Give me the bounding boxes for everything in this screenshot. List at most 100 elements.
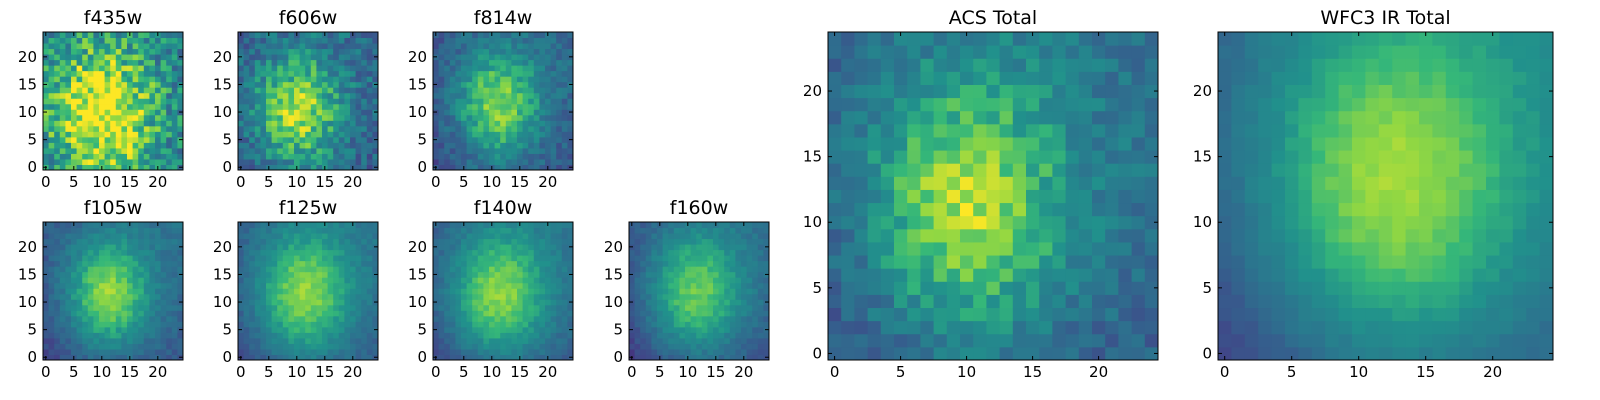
heatmap-cell <box>1012 163 1027 177</box>
heatmap-cell <box>477 70 484 77</box>
heatmap-cell <box>132 131 139 138</box>
heatmap-cell <box>752 299 759 306</box>
heatmap-cell <box>455 43 462 50</box>
heatmap-cell <box>65 304 72 311</box>
heatmap-cell <box>160 32 167 39</box>
heatmap-cell <box>294 158 301 165</box>
heatmap-cell <box>494 310 501 317</box>
heatmap-cell <box>282 164 289 171</box>
heatmap-cell <box>567 304 574 311</box>
heatmap-cell <box>679 238 686 245</box>
heatmap-cell <box>528 354 535 361</box>
heatmap-cell <box>322 337 329 344</box>
heatmap-cell <box>254 315 261 322</box>
heatmap-cell <box>299 109 306 116</box>
heatmap-cell <box>960 176 974 190</box>
heatmap-cell <box>461 125 468 132</box>
heatmap-cell <box>121 282 128 289</box>
heatmap-cell <box>132 109 139 116</box>
heatmap-cell <box>528 54 535 61</box>
heatmap-cell <box>444 120 451 127</box>
heatmap-cell <box>522 249 529 256</box>
heatmap-cell <box>449 354 456 361</box>
heatmap-cell <box>511 32 518 39</box>
heatmap-cell <box>327 288 334 295</box>
heatmap-cell <box>282 92 289 99</box>
heatmap-cell <box>238 310 245 317</box>
heatmap-cell <box>249 59 256 66</box>
heatmap-cell <box>65 131 72 138</box>
heatmap-cell <box>316 136 323 143</box>
heatmap-cell <box>149 277 156 284</box>
heatmap-cell <box>946 163 961 177</box>
heatmap-cell <box>243 103 250 110</box>
heatmap-cell <box>477 299 484 306</box>
heatmap-cell <box>455 277 462 284</box>
heatmap-cell <box>299 120 306 127</box>
heatmap-cell <box>299 153 306 160</box>
heatmap-cell <box>260 120 267 127</box>
heatmap-cell <box>260 158 267 165</box>
heatmap-cell <box>316 348 323 355</box>
heatmap-cell <box>299 255 306 262</box>
heatmap-cell <box>138 147 145 154</box>
heatmap-cell <box>494 244 501 251</box>
heatmap-cell <box>82 326 89 333</box>
heatmap-cell <box>344 343 351 350</box>
heatmap-cell <box>138 293 145 300</box>
heatmap-cell <box>104 332 111 339</box>
heatmap-cell <box>350 282 357 289</box>
heatmap-cell <box>696 343 703 350</box>
heatmap-cell <box>757 321 764 328</box>
heatmap-cell <box>310 120 317 127</box>
heatmap-cell <box>266 65 273 72</box>
heatmap-cell <box>305 48 312 55</box>
heatmap-cell <box>361 343 368 350</box>
heatmap-cell <box>561 354 568 361</box>
x-tick-label: 20 <box>538 363 557 381</box>
heatmap-cell <box>76 271 83 278</box>
x-tick-label: 10 <box>92 363 111 381</box>
heatmap-cell <box>333 271 340 278</box>
heatmap-cell <box>533 310 540 317</box>
heatmap-cell <box>322 299 329 306</box>
heatmap-cell <box>327 37 334 44</box>
heatmap-cell <box>54 271 61 278</box>
heatmap-cell <box>880 215 895 230</box>
heatmap-cell <box>104 142 111 149</box>
heatmap-cell <box>138 32 145 39</box>
heatmap-cell <box>171 120 178 127</box>
heatmap-cell <box>155 266 162 273</box>
heatmap-cell <box>763 332 770 339</box>
heatmap-cell <box>438 255 445 262</box>
heatmap-cell <box>333 332 340 339</box>
heatmap-cell <box>127 249 134 256</box>
heatmap-cell <box>355 255 362 262</box>
heatmap-cell <box>713 282 720 289</box>
y-tick-label: 20 <box>213 48 232 66</box>
heatmap-cell <box>640 304 647 311</box>
heatmap-cell <box>87 158 94 165</box>
heatmap-cell <box>455 103 462 110</box>
heatmap-cell <box>355 260 362 267</box>
heatmap-cell <box>867 255 882 269</box>
heatmap-cell <box>550 271 557 278</box>
heatmap-cell <box>316 227 323 234</box>
heatmap-cell <box>679 354 686 361</box>
heatmap-cell <box>696 332 703 339</box>
heatmap-cell <box>483 293 490 300</box>
heatmap-cell <box>634 332 641 339</box>
heatmap-cell <box>65 32 72 39</box>
heatmap-cell <box>539 48 546 55</box>
heatmap-cell <box>483 321 490 328</box>
heatmap-cell <box>266 321 273 328</box>
heatmap-cell <box>696 227 703 234</box>
heatmap-cell <box>361 233 368 240</box>
heatmap-cell <box>149 120 156 127</box>
heatmap-cell <box>316 59 323 66</box>
heatmap-cell <box>333 354 340 361</box>
heatmap-cell <box>511 343 518 350</box>
heatmap-cell <box>718 249 725 256</box>
heatmap-cell <box>76 32 83 39</box>
heatmap-cell <box>668 321 675 328</box>
